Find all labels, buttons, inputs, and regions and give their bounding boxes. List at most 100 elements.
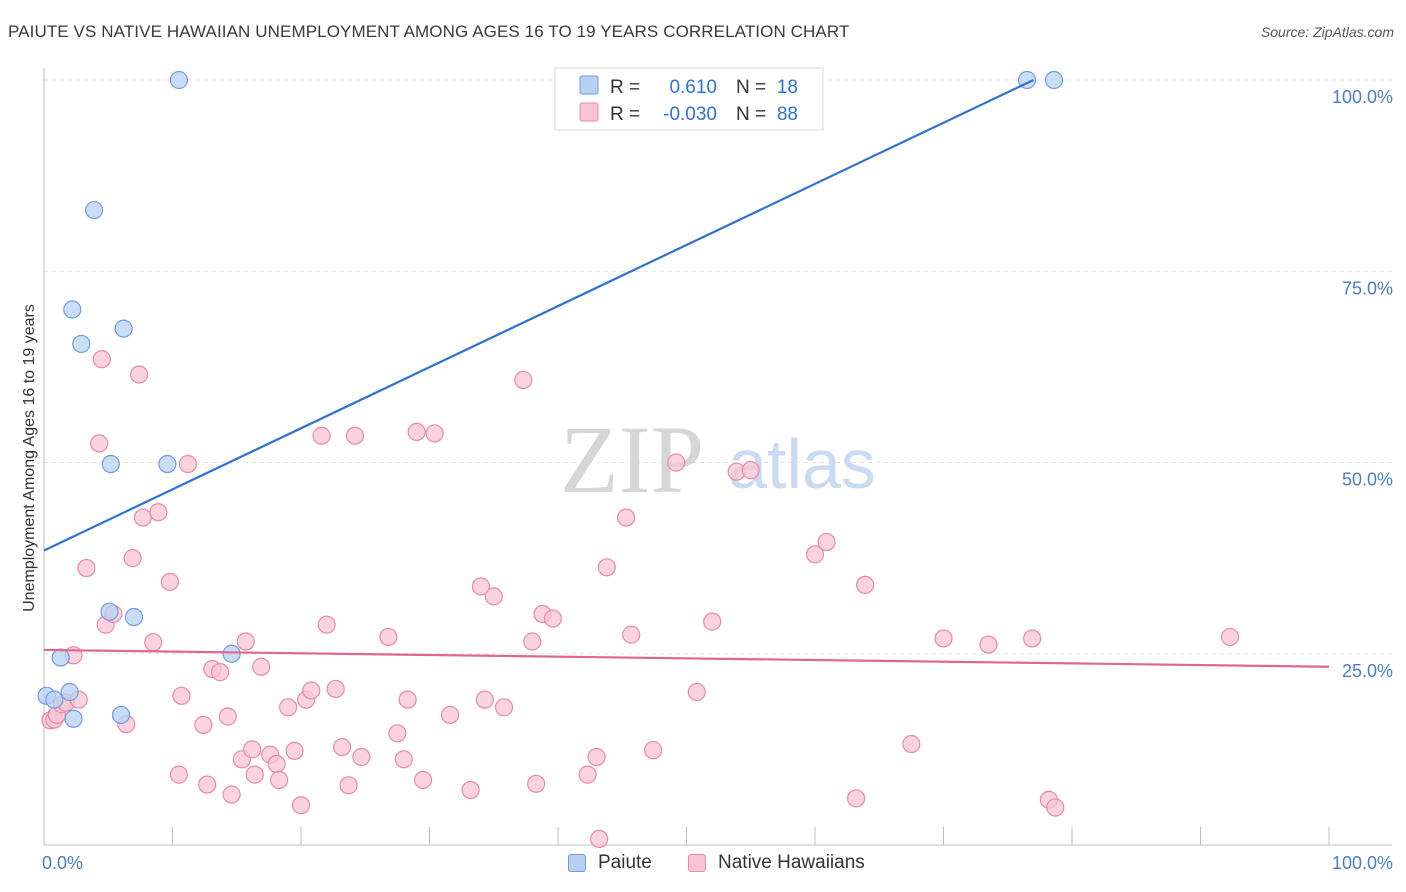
hawaiian-point [667, 453, 686, 472]
paiute-point [45, 690, 64, 709]
hawaiian-point [302, 681, 321, 700]
hawaiian-trend-line [43, 648, 1330, 668]
hawaiian-point [379, 627, 398, 647]
bottom-legend: Paiute Native Hawaiians [0, 852, 1406, 878]
hawaiian-point [123, 549, 142, 568]
hawaiian-point [856, 575, 875, 595]
paiute-point [114, 319, 133, 338]
paiute-point [222, 644, 241, 663]
y-tick-label: 100.0% [1332, 87, 1393, 107]
hawaiian-point [902, 734, 921, 754]
paiute-series [37, 70, 1064, 728]
hawaiian-point [523, 632, 542, 651]
paiute-point [1044, 70, 1064, 90]
hawaiian-point [527, 774, 546, 793]
paiute-point [101, 454, 120, 474]
hawaiian-point [413, 770, 433, 790]
legend-n-label-paiute: N = [736, 77, 766, 98]
paiute-point [111, 705, 131, 725]
x-tick-label: 100.0% [1332, 853, 1393, 873]
hawaiian-point [494, 698, 514, 717]
hawaiian-point [236, 632, 255, 651]
hawaiian-point [425, 424, 444, 443]
hawaiian-point [979, 635, 998, 654]
hawaiian-point [90, 434, 109, 453]
paiute-point [64, 709, 83, 728]
hawaiian-point [471, 577, 490, 596]
legend-r-value-paiute: 0.610 [669, 77, 717, 98]
watermark: ZIP atlas [560, 406, 876, 513]
paiute-point [85, 200, 104, 220]
hawaiian-swatch [688, 854, 706, 872]
hawaiian-point [92, 350, 111, 369]
paiute-point [60, 682, 79, 702]
hawaiian-point [687, 682, 706, 702]
hawaiian-point [345, 426, 365, 445]
hawaiian-point [172, 686, 191, 705]
legend-r-label-paiute: R = [610, 77, 640, 98]
hawaiian-point [267, 754, 286, 774]
hawaiian-point [805, 545, 825, 564]
hawaiian-point [817, 532, 836, 552]
chart-title: PAIUTE VS NATIVE HAWAIIAN UNEMPLOYMENT A… [8, 22, 850, 41]
hawaiian-point [333, 737, 352, 757]
hawaiian-point [129, 365, 149, 384]
hawaiian-point [291, 796, 311, 815]
hawaiian-point [194, 715, 213, 734]
hawaiian-point [210, 663, 230, 682]
hawaiian-point [1023, 629, 1042, 648]
hawaiian-point [339, 776, 358, 795]
hawaiian-point [312, 426, 331, 445]
hawaiian-point [398, 690, 417, 709]
x-tick-label: 0.0% [42, 853, 83, 873]
bottom-legend-hawaiian: Native Hawaiians [688, 852, 865, 874]
hawaiian-point [144, 633, 163, 652]
trend-lines [43, 79, 1330, 668]
y-tick-label: 25.0% [1342, 661, 1393, 681]
hawaiian-point [617, 508, 636, 527]
hawaiian-point [1220, 627, 1240, 647]
paiute-point [124, 607, 144, 627]
legend-r-label-hawaiian: R = [610, 104, 640, 125]
hawaiian-point [703, 612, 722, 631]
legend-box [554, 67, 824, 131]
paiute-point [51, 648, 70, 667]
hawaiian-point [1046, 798, 1065, 817]
hawaiian-point [578, 765, 597, 784]
source-credit: Source: ZipAtlas.com [1260, 24, 1394, 40]
hawaiian-point [285, 741, 304, 761]
hawaiian-point [461, 780, 480, 800]
tick-labels: 25.0% 50.0% 75.0% 100.0% 0.0% 100.0% [42, 87, 1393, 873]
hawaiian-point [514, 370, 533, 389]
legend-r-value-hawaiian: -0.030 [663, 104, 717, 125]
legend-swatch-hawaiian [579, 102, 599, 122]
hawaiian-point [622, 625, 641, 644]
hawaiian-point [352, 747, 371, 767]
hawaiian-point [149, 503, 168, 522]
hawaiian-point [484, 587, 503, 606]
hawaiian-point [252, 657, 271, 676]
hawaiian-point [133, 508, 153, 527]
hawaiian-point [160, 572, 180, 591]
hawaiian-point [847, 789, 866, 808]
hawaiian-point [543, 609, 562, 628]
hawaiian-point [587, 747, 606, 767]
paiute-point [63, 300, 82, 319]
hawaiian-point [394, 750, 413, 769]
legend-n-label-hawaiian: N = [736, 104, 766, 125]
hawaiian-point [243, 740, 262, 759]
hawaiian-point [270, 770, 289, 790]
hawaiian-point [388, 724, 407, 743]
paiute-point [169, 70, 189, 90]
gridlines [44, 79, 1392, 655]
legend-n-value-paiute: 18 [777, 77, 798, 98]
hawaiian-point [407, 422, 426, 441]
y-tick-label: 50.0% [1342, 470, 1393, 490]
correlation-legend: R = 0.610 N = 18 R = -0.030 N = 88 [554, 67, 824, 131]
hawaiian-point [934, 629, 953, 648]
hawaiian-point [169, 765, 189, 784]
hawaiian-point [597, 558, 616, 577]
hawaiian-point [440, 705, 460, 725]
hawaiian-point [643, 741, 663, 760]
bottom-legend-paiute: Paiute [568, 852, 652, 874]
